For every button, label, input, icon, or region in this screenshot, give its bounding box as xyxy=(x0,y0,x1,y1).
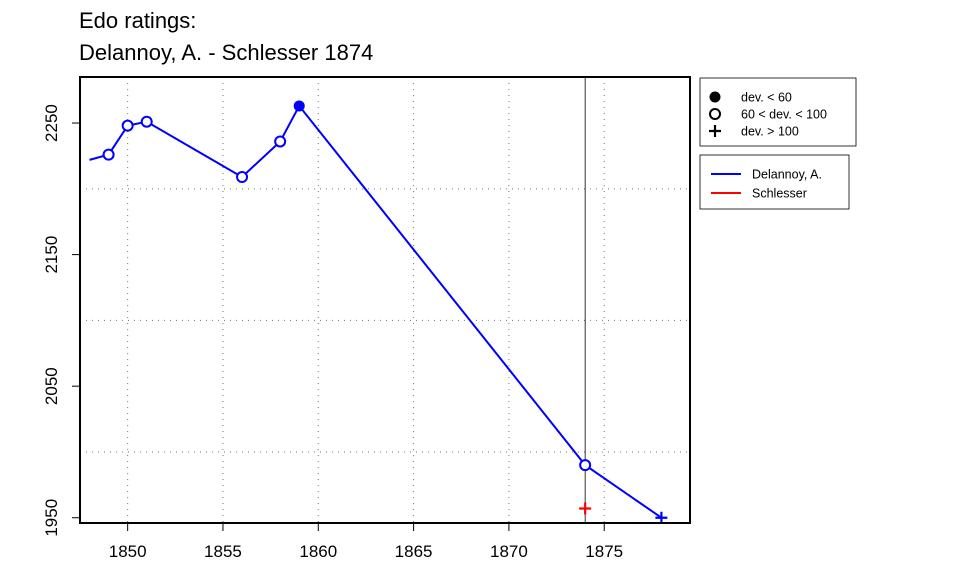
chart-title-line2: Delannoy, A. - Schlesser 1874 xyxy=(79,40,374,65)
series-line-0 xyxy=(89,104,662,519)
x-axis: 1850 1855 1860 1865 1870 1875 xyxy=(109,523,623,561)
data-point xyxy=(274,135,287,148)
y-tick-label: 2050 xyxy=(42,367,61,405)
y-axis: 1950 2050 2150 2250 xyxy=(42,104,80,537)
series-legend-box xyxy=(699,154,850,210)
legend-symbol-filled xyxy=(709,91,721,103)
y-tick-label: 2150 xyxy=(42,236,61,274)
data-point xyxy=(121,119,134,132)
x-tick-label: 1875 xyxy=(585,542,623,561)
x-tick-label: 1870 xyxy=(490,542,528,561)
series-legend-label: Delannoy, A. xyxy=(752,168,822,182)
data-point xyxy=(579,502,592,515)
marker-legend-label: 60 < dev. < 100 xyxy=(741,108,827,122)
data-point xyxy=(293,100,305,112)
plot-frame xyxy=(79,76,691,524)
data-markers xyxy=(102,100,668,524)
data-point xyxy=(579,459,592,472)
marker-legend-box xyxy=(699,77,857,147)
marker-legend: dev. < 60 60 < dev. < 100 dev. > 100 xyxy=(699,77,857,147)
marker-legend-label: dev. > 100 xyxy=(741,125,799,139)
x-tick-label: 1850 xyxy=(109,542,147,561)
series-lines xyxy=(89,104,662,519)
x-tick-label: 1855 xyxy=(204,542,242,561)
grid xyxy=(80,77,690,523)
chart-title-line1: Edo ratings: xyxy=(79,8,197,33)
y-tick-label: 1950 xyxy=(42,499,61,537)
data-point xyxy=(140,115,153,128)
series-legend: Delannoy, A. Schlesser xyxy=(699,154,850,210)
legend-symbol-open xyxy=(709,108,721,120)
data-point xyxy=(236,170,249,183)
legend-symbol-plus xyxy=(709,125,721,137)
data-point xyxy=(102,148,115,161)
x-tick-label: 1860 xyxy=(299,542,337,561)
marker-legend-label: dev. < 60 xyxy=(741,91,792,105)
y-tick-label: 2250 xyxy=(42,104,61,142)
x-tick-label: 1865 xyxy=(395,542,433,561)
series-legend-label: Schlesser xyxy=(752,187,807,201)
data-point xyxy=(655,511,668,524)
